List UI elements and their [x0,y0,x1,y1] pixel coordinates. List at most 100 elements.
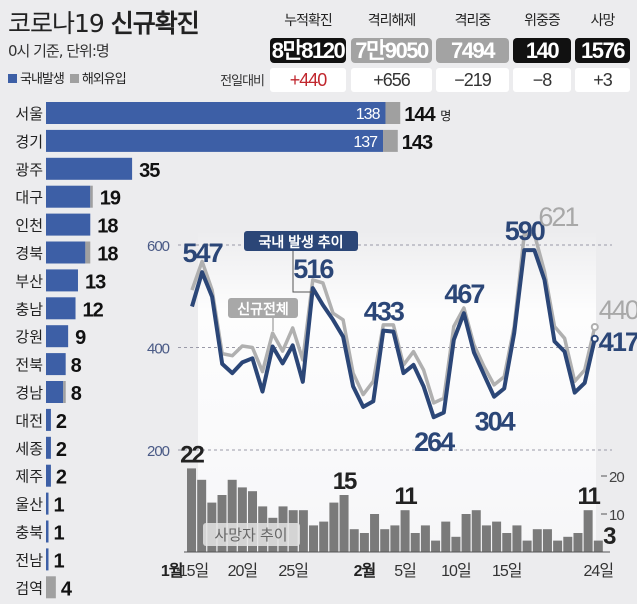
death-bar [461,514,471,552]
total-endpoint [590,323,599,331]
bar-domestic [46,157,133,180]
death-bar [420,525,430,552]
death-bar [583,510,593,552]
death-data-label: 22 [180,441,204,468]
stat-value: 140 [513,38,571,63]
bar-total-label: 35 [139,160,160,182]
delta-label: 전일대비 [220,74,265,89]
domestic-tag-label: 국내 발생 추이 [258,234,343,250]
death-title-box [203,523,300,546]
legend-item-imported: 해외유입 [69,68,127,87]
legend-swatch-domestic [8,74,17,83]
death-bar [349,529,359,552]
legend-item-domestic: 국내발생 [8,68,65,87]
region-label: 경북 [15,246,43,263]
bar-domestic [46,381,64,403]
death-bar [400,510,410,552]
death-bar [502,533,512,552]
region-label: 인천 [15,218,43,235]
bar-total-label: 144 [404,104,436,126]
stat-label: 격리해제 [367,13,417,29]
bar-domestic [46,408,51,431]
total-tag-label: 신규전체 [237,301,289,317]
stat-label: 사망 [590,13,616,29]
bar-domestic [46,436,51,459]
death-bar [512,525,522,552]
death-bar [248,491,258,552]
x-tick-label: 5일 [394,562,416,580]
death-bar [593,540,603,552]
death-bar [492,521,502,552]
legend-swatch-imported [69,74,79,83]
legend: 국내발생 해외유입 [8,68,127,87]
bar-total-label: 8 [71,355,82,377]
death-bar [542,529,552,552]
death-bar [298,510,308,552]
legend-label: 국내발생 [20,72,65,87]
region-label: 세종 [15,441,43,458]
bar-total-label: 1 [54,495,65,517]
region-label: 울산 [15,497,43,514]
bar-total-label: 13 [85,271,106,293]
bar-domestic [46,269,78,292]
bar-domestic [46,325,69,348]
region-label: 경기 [15,134,43,151]
death-bar [359,533,369,552]
y-tick-label: 200 [147,443,170,460]
bar-domestic [46,185,91,208]
region-label: 전북 [15,357,43,374]
title-regular: 코로나19 [8,9,111,38]
death-bar [532,529,542,552]
unit-label: 명 [440,109,451,123]
bar-total-label: 12 [83,299,104,321]
x-month-label: 2월 [354,562,376,580]
death-bar [390,525,400,552]
bar-imported [46,576,56,599]
region-label: 강원 [15,329,43,346]
bar-imported [63,381,66,403]
region-label: 제주 [15,469,43,486]
domestic-tag-box [244,231,358,251]
stat-label: 위중증 [524,13,561,29]
stat-value: 1576 [575,38,630,63]
region-label: 광주 [15,162,43,179]
line-data-label: 433 [364,297,405,327]
stat-delta: +440 [270,68,346,92]
death-bar [553,540,563,552]
stat-delta: −8 [513,68,571,92]
bar-domestic [46,353,66,376]
region-label: 충남 [15,301,43,318]
stat-label: 격리중 [454,13,492,29]
bar-domestic [46,520,49,543]
y2-tick-label: 10 [609,507,624,524]
legend-label: 해외유입 [81,72,127,87]
death-bar [573,533,583,552]
line-data-label: 440 [599,295,637,325]
death-bar [309,525,319,552]
region-label: 대구 [15,190,43,207]
death-data-label: 15 [333,468,357,495]
bar-inner-label: 138 [356,106,381,123]
domestic-tag-connector [292,250,312,293]
death-bar [197,479,207,552]
stat-delta: +656 [351,68,432,92]
line-data-label: 264 [414,427,455,457]
death-bar [237,487,247,552]
bar-domestic [46,213,91,236]
bar-total-label: 1 [54,523,65,545]
death-data-label: 3 [603,523,616,550]
x-month-label: 1월 [161,562,183,580]
stat-value: 7만9050 [351,38,432,63]
region-label: 검역 [15,580,43,597]
line-data-label: 547 [183,238,223,268]
death-bar [431,540,441,552]
death-bar [522,540,532,552]
y2-tick-label: 20 [609,469,624,486]
death-data-label: 11 [394,483,417,510]
bar-total-label: 2 [56,467,67,489]
bar-domestic [46,548,49,571]
death-bar [227,479,237,552]
region-label: 충북 [15,525,43,542]
domestic-endpoint [590,334,599,343]
